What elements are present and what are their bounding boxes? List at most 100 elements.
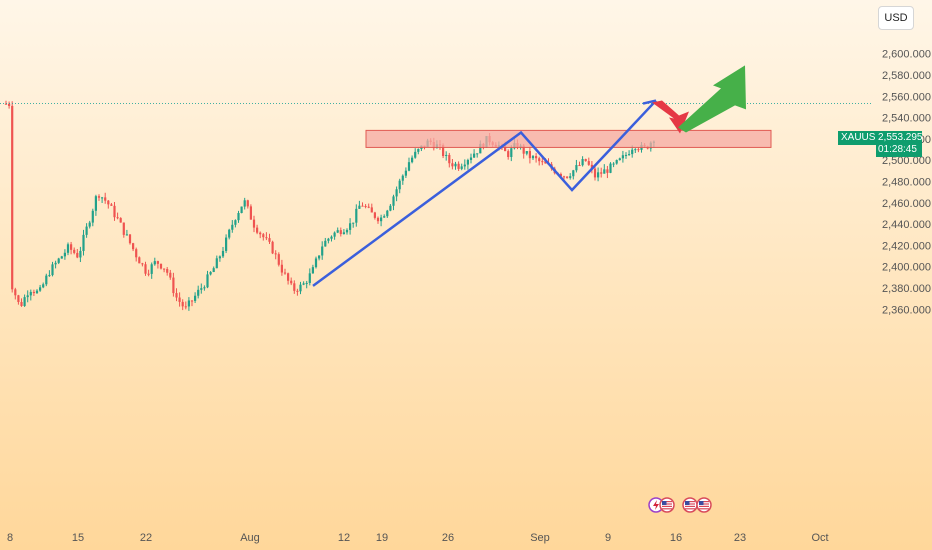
candle-body xyxy=(48,275,51,277)
date-tick-label: 22 xyxy=(140,532,152,544)
date-tick-label: 16 xyxy=(670,532,682,544)
candle-body xyxy=(370,207,373,213)
candle-body xyxy=(510,148,513,157)
candle-body xyxy=(593,168,597,178)
candle-body xyxy=(116,217,119,219)
candle-body xyxy=(600,172,603,174)
price-tick-label: 2,500.000 xyxy=(882,155,931,167)
us-flag-icon[interactable] xyxy=(659,497,675,513)
candle-body xyxy=(442,144,445,157)
candle-body xyxy=(383,216,386,218)
candle-body xyxy=(401,175,404,181)
price-tick-label: 2,560.000 xyxy=(882,91,931,103)
candle-body xyxy=(172,277,175,294)
candle-body xyxy=(575,165,578,171)
candle-body xyxy=(29,291,32,296)
time-axis[interactable]: 8 15 22 Aug 12 19 26 Sep 9 16 23 Oct xyxy=(7,532,829,544)
candle-body xyxy=(327,238,330,241)
candle-body xyxy=(581,159,584,166)
event-icons-row[interactable] xyxy=(648,497,712,513)
price-tick-label: 2,540.000 xyxy=(882,113,931,125)
candle-body xyxy=(60,256,63,259)
candle-body xyxy=(11,105,14,290)
candle-body xyxy=(243,200,246,207)
candle-body xyxy=(225,237,228,251)
candle-body xyxy=(525,151,528,154)
candle-body xyxy=(535,156,538,159)
candle-body xyxy=(187,300,190,307)
symbol-tag: XAUUSD xyxy=(838,131,886,145)
candle-body xyxy=(584,159,587,162)
candle-body xyxy=(373,212,376,218)
date-tick-label: 23 xyxy=(734,532,746,544)
candle-body xyxy=(156,261,159,264)
candle-body xyxy=(14,289,17,296)
candle-body xyxy=(321,246,324,256)
candle-body xyxy=(296,290,299,292)
candle-body xyxy=(35,290,39,294)
candle-body xyxy=(318,255,321,259)
price-axis[interactable]: 2,600.0002,580.0002,560.0002,540.0002,52… xyxy=(882,49,931,317)
candle-body xyxy=(8,103,11,106)
candle-body xyxy=(541,161,544,163)
candle-body xyxy=(544,161,547,164)
lightning-event-icon[interactable] xyxy=(648,497,664,513)
candle-body xyxy=(460,166,463,169)
candle-body xyxy=(618,158,621,161)
candle-body xyxy=(110,204,113,206)
candle-body xyxy=(621,155,624,159)
candle-body xyxy=(209,271,212,275)
candle-body xyxy=(163,268,166,270)
pattern-cap xyxy=(642,99,657,105)
candle-body xyxy=(597,172,600,178)
us-flag-icon[interactable] xyxy=(696,497,712,513)
candle-body xyxy=(274,253,277,255)
candle-body xyxy=(299,284,302,292)
candle-body xyxy=(91,210,94,223)
projection-down-arrow[interactable] xyxy=(652,100,689,134)
candle-body xyxy=(26,295,29,298)
candle-body xyxy=(197,289,200,296)
candle-body xyxy=(147,273,150,275)
candle-body xyxy=(302,283,305,285)
candle-body xyxy=(153,261,156,265)
candle-body xyxy=(293,283,296,291)
candle-body xyxy=(324,240,327,247)
date-tick-label: 26 xyxy=(442,532,454,544)
price-tick-label: 2,460.000 xyxy=(882,198,931,210)
candle-body xyxy=(355,208,358,223)
candle-body xyxy=(469,157,473,160)
candle-body xyxy=(184,306,187,308)
candle-body xyxy=(637,149,640,151)
candle-body xyxy=(305,282,308,284)
candle-body xyxy=(504,145,507,152)
candle-body xyxy=(445,154,448,157)
candle-body xyxy=(4,103,8,105)
candle-body xyxy=(32,291,35,294)
candle-body xyxy=(404,170,407,176)
candle-body xyxy=(256,227,259,233)
candle-body xyxy=(57,258,60,263)
projection-up-arrow[interactable] xyxy=(678,65,746,133)
candle-body xyxy=(268,238,271,242)
candle-body xyxy=(376,217,380,222)
candle-body xyxy=(277,254,280,265)
last-price-value: 2,553.295 xyxy=(878,132,923,143)
candle-body xyxy=(578,165,581,167)
candle-body xyxy=(159,263,163,269)
pattern-line[interactable] xyxy=(312,99,657,287)
candle-body xyxy=(203,287,206,289)
candle-body xyxy=(54,262,57,265)
resistance-zone[interactable] xyxy=(365,129,772,148)
candle-body xyxy=(476,153,479,155)
us-flag-icon[interactable] xyxy=(682,497,698,513)
candle-body xyxy=(246,200,249,207)
currency-button[interactable]: USD xyxy=(878,6,914,30)
candle-body xyxy=(345,229,349,233)
candle-body xyxy=(88,222,91,227)
candle-body xyxy=(280,264,283,273)
candle-body xyxy=(119,218,122,223)
date-tick-label: 12 xyxy=(338,532,350,544)
